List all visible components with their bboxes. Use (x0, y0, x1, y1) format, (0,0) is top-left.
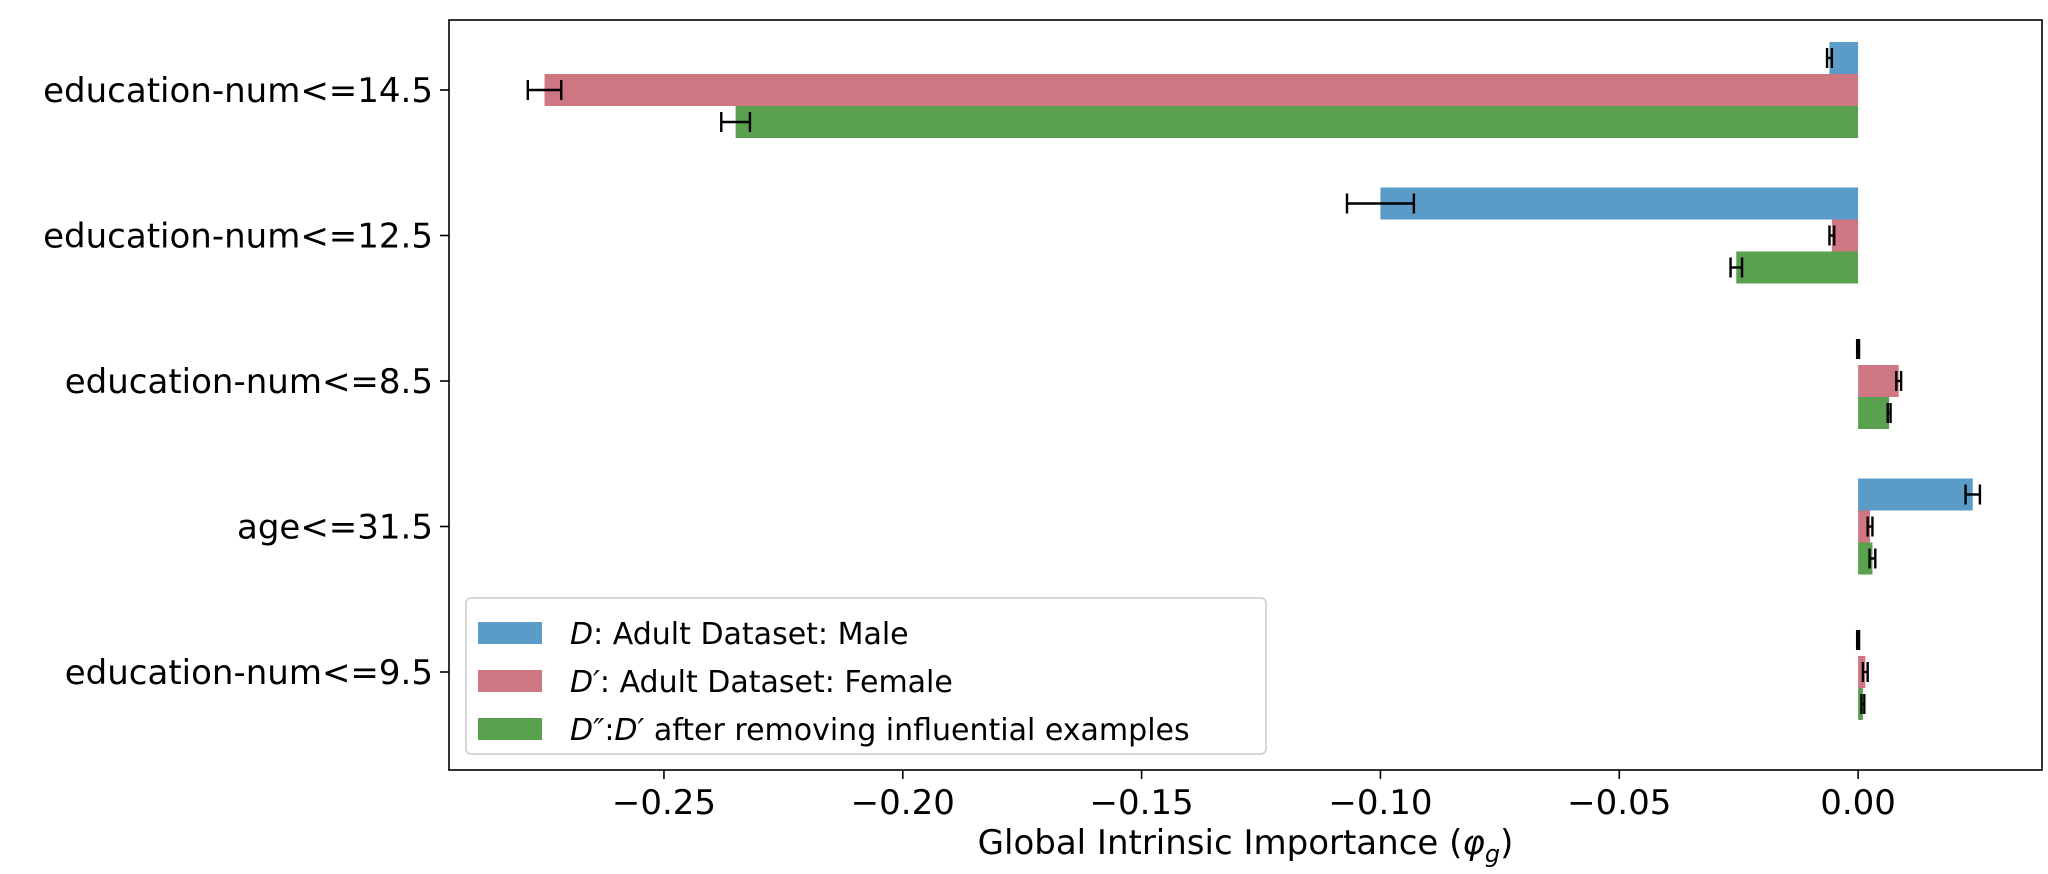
bar-1-1 (1829, 42, 1859, 74)
bar-3-2 (1736, 251, 1859, 284)
legend-label: D: Adult Dataset: Male (570, 617, 909, 652)
errorbar-1-5 (1855, 630, 1861, 650)
bar-2-4 (1858, 510, 1871, 543)
x-tick-label: −0.10 (1328, 783, 1432, 823)
legend-item-3: D″:D′ after removing influential example… (478, 713, 1190, 748)
bar-3-3 (1858, 397, 1890, 429)
bar-2-3 (1858, 365, 1899, 397)
x-axis-title-subscript: g (1485, 840, 1500, 868)
legend: D: Adult Dataset: Male D′: Adult Dataset:… (465, 597, 1267, 755)
x-tick-label: −0.20 (851, 783, 955, 823)
legend-label: D″:D′ after removing influential example… (570, 713, 1190, 748)
errorbar-3-2 (1729, 257, 1744, 278)
y-tick-label: age<=31.5 (237, 508, 433, 548)
bar-2-2 (1831, 219, 1859, 252)
y-tick-label: education-num<=8.5 (65, 362, 433, 402)
bar-3-1 (735, 106, 1859, 138)
errorbar-2-1 (526, 80, 563, 100)
errorbar-1-3 (1855, 339, 1861, 359)
y-tick-label: education-num<=12.5 (43, 217, 433, 257)
bar-1-4 (1858, 478, 1973, 511)
errorbar-1-2 (1345, 193, 1416, 214)
bar-2-1 (544, 74, 1859, 106)
x-tick-label: −0.15 (1090, 783, 1194, 823)
legend-swatch (478, 622, 542, 644)
y-tick-label: education-num<=9.5 (65, 653, 433, 693)
x-tick-label: −0.25 (612, 783, 716, 823)
plot-frame (448, 19, 2043, 771)
errorbar-2-3 (1895, 371, 1903, 391)
errorbar-1-1 (1825, 48, 1834, 68)
legend-swatch (478, 718, 542, 740)
errorbars-layer (526, 48, 1982, 714)
x-axis-title: Global Intrinsic Importance (φg) (978, 823, 1514, 868)
errorbar-3-5 (1860, 694, 1866, 714)
legend-swatch (478, 670, 542, 692)
x-axis: −0.25 −0.20 −0.15 −0.10 −0.05 0.00 (612, 770, 1896, 823)
legend-box (465, 597, 1267, 755)
legend-label: D′: Adult Dataset: Female (570, 665, 953, 700)
x-tick-label: −0.05 (1567, 783, 1671, 823)
legend-item-2: D′: Adult Dataset: Female (478, 665, 953, 700)
x-axis-title-symbol: φ (1462, 823, 1485, 863)
x-tick-label: 0.00 (1820, 783, 1896, 823)
x-axis-title-text: Global Intrinsic Importance (978, 823, 1439, 863)
legend-item-1: D: Adult Dataset: Male (478, 617, 909, 652)
y-axis: education-num<=14.5 education-num<=12.5 ed… (43, 71, 449, 693)
errorbar-1-4 (1964, 484, 1982, 505)
errorbar-2-5 (1861, 662, 1869, 682)
errorbar-2-2 (1828, 225, 1836, 246)
errorbar-2-4 (1866, 516, 1874, 537)
errorbar-3-3 (1886, 403, 1892, 423)
errorbar-3-1 (720, 112, 752, 132)
bars-layer (544, 42, 1973, 720)
bar-1-2 (1380, 187, 1859, 220)
y-tick-label: education-num<=14.5 (43, 71, 433, 111)
errorbar-3-4 (1868, 548, 1877, 569)
